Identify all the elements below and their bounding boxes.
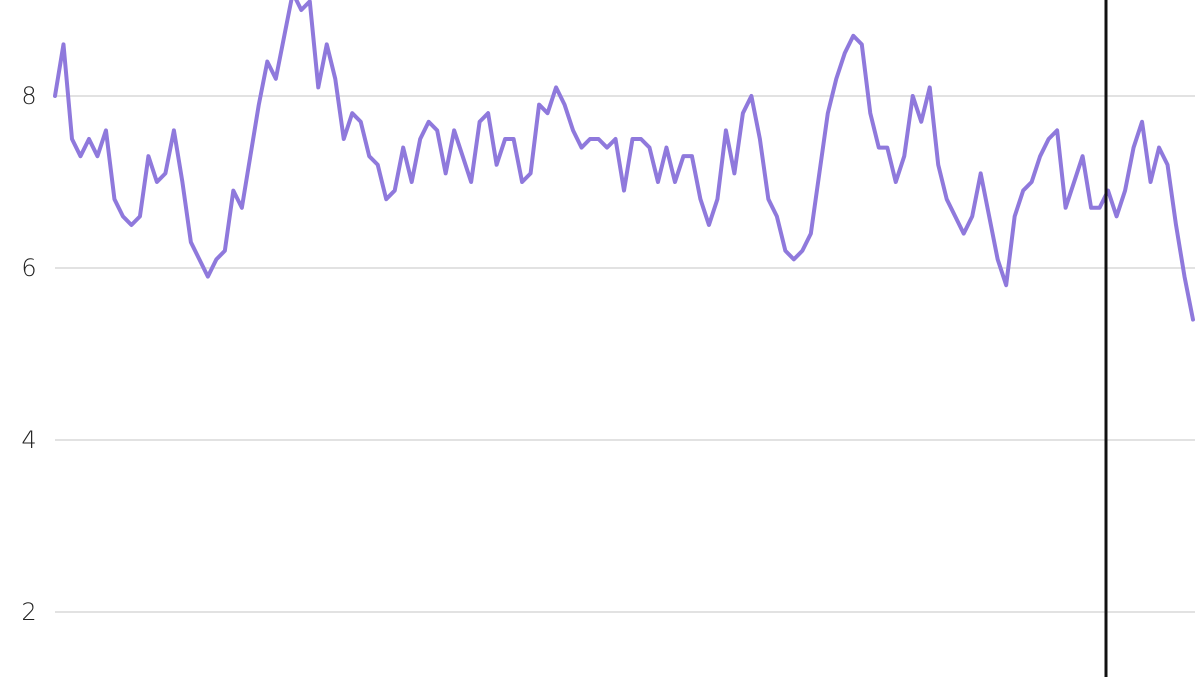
- y-tick-label: 8: [21, 82, 36, 110]
- data-line: [53, 0, 1195, 322]
- y-tick-label: 2: [21, 598, 36, 626]
- y-tick-label: 4: [21, 426, 36, 454]
- y-tick-label: 6: [21, 254, 36, 282]
